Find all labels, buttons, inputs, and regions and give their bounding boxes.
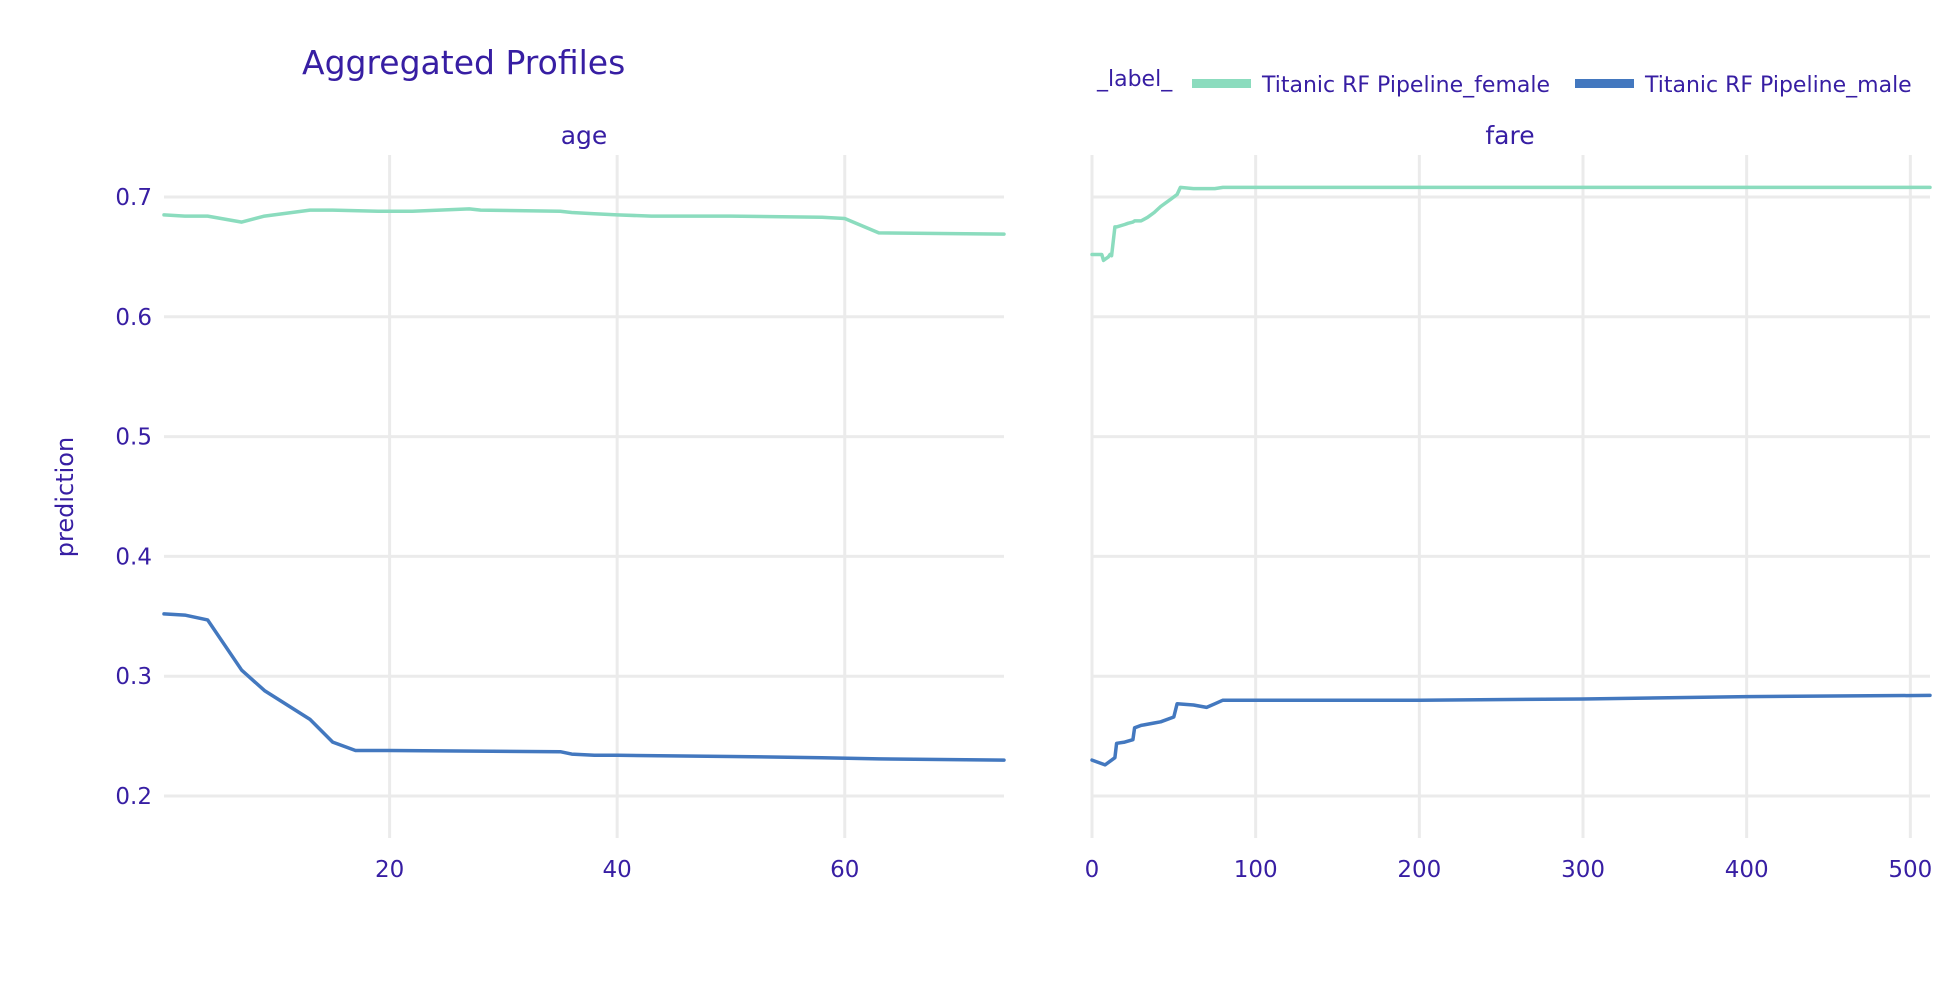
legend-item-female[interactable]: Titanic RF Pipeline_female [1192,73,1550,98]
series-line-age-titanic-rf-pipeline-male [162,612,1006,762]
y-axis-title: prediction [51,437,79,557]
x-tick-label-age: 60 [830,857,859,883]
y-tick-label: 0.7 [115,185,152,211]
facet-title-age: age [561,121,608,150]
legend: _label_ Titanic RF Pipeline_female Titan… [1096,67,1912,98]
legend-item-male[interactable]: Titanic RF Pipeline_male [1575,73,1912,98]
panel-fare: 0 100 200 300 400 500 [1085,155,1932,883]
x-tick-label-fare: 200 [1397,857,1441,883]
chart-title: Aggregated Profiles [302,43,625,82]
legend-label-male: Titanic RF Pipeline_male [1644,73,1912,98]
y-tick-label: 0.6 [115,305,152,331]
x-tick-label-fare: 0 [1085,857,1100,883]
x-tick-label-age: 40 [603,857,632,883]
x-tick-label-fare: 300 [1561,857,1605,883]
facet-title-fare: fare [1485,121,1534,150]
x-tick-label-fare: 500 [1888,857,1932,883]
legend-label-female: Titanic RF Pipeline_female [1261,73,1550,98]
y-tick-label: 0.4 [115,544,152,570]
plot-area: 0.2 0.3 0.4 0.5 0.6 0.7 20 40 60 0 100 200 300 400 500 [115,155,1932,883]
legend-swatch-female [1192,79,1251,88]
x-tick-label-fare: 100 [1234,857,1278,883]
y-tick-label: 0.3 [115,664,152,690]
series-line-fare-titanic-rf-pipeline-female [1090,185,1932,263]
series-line-fare-titanic-rf-pipeline-male [1090,693,1932,767]
panel-age: 0.2 0.3 0.4 0.5 0.6 0.7 20 40 60 [115,155,1006,883]
x-tick-label-age: 20 [375,857,404,883]
series-line-age-titanic-rf-pipeline-female [162,207,1006,236]
y-tick-label: 0.2 [115,784,152,810]
x-tick-label-fare: 400 [1725,857,1769,883]
y-tick-label: 0.5 [115,425,152,451]
legend-title: _label_ [1096,67,1173,92]
legend-swatch-male [1575,79,1634,88]
